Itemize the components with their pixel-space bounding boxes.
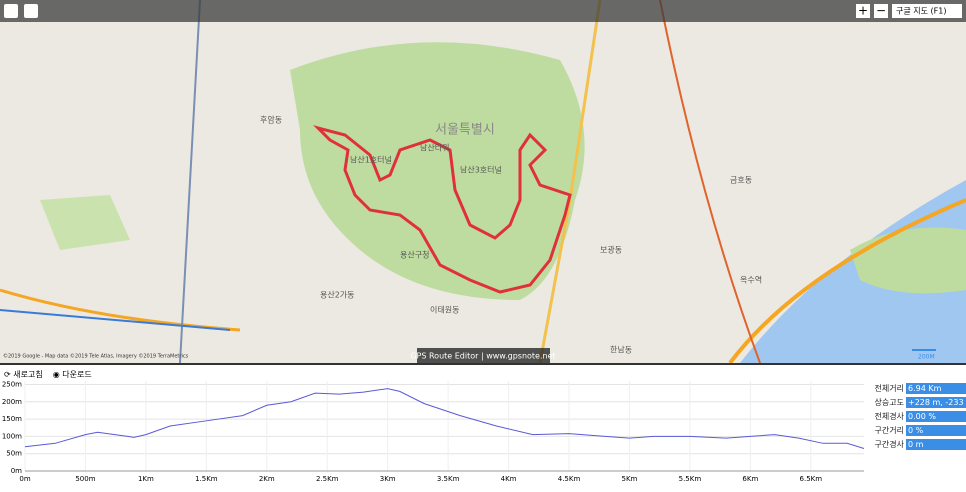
- zoom-in-label: +: [858, 4, 868, 18]
- stat-value: 0 %: [906, 425, 966, 436]
- route: [313, 125, 572, 294]
- rail: [179, 0, 201, 363]
- stat-row: 구간거리 0 %: [872, 424, 966, 437]
- stat-value: 0 m: [906, 439, 966, 450]
- stat-value: 0.00 %: [906, 411, 966, 422]
- y-tick-label: 100m: [2, 432, 22, 440]
- road: [728, 198, 966, 363]
- x-tick-label: 3Km: [380, 475, 396, 483]
- map-label: 금호동: [730, 176, 752, 185]
- stat-row: 전체거리 6.94 Km: [872, 382, 966, 395]
- elevation-chart: 0m 50m 100m 150m 200m 250m 0m 500m 1Km 1.5Km 2Km 2.…: [2, 381, 865, 483]
- stat-label: 구간거리: [874, 426, 904, 435]
- stat-label: 전체경사: [874, 412, 904, 421]
- zoom-out[interactable]: [874, 4, 888, 18]
- park: [40, 195, 130, 250]
- stat-row: 상승고도+228 m, -233 m: [872, 396, 966, 418]
- x-tick-label: 2Km: [259, 475, 275, 483]
- x-tick-label: 6Km: [742, 475, 758, 483]
- park: [290, 42, 585, 300]
- y-tick-label: 200m: [2, 398, 22, 406]
- x-tick-label: 3.5Km: [437, 475, 460, 483]
- icon[interactable]: [4, 4, 18, 18]
- map-label: 보광동: [600, 245, 622, 255]
- y-tick-label: 50m: [6, 450, 22, 458]
- rail: [659, 0, 761, 363]
- stat-value: 6.94 Km: [906, 383, 966, 394]
- scale-label: 200M: [918, 354, 935, 361]
- map-label: 한남동: [610, 346, 632, 355]
- x-tick-label: 5Km: [622, 475, 638, 483]
- stat-value: +228 m, -233 m: [906, 397, 966, 418]
- x-tick-label: 5.5Km: [679, 475, 702, 483]
- x-tick-label: 4Km: [501, 475, 517, 483]
- download-label: 다운로드: [62, 369, 92, 379]
- map-label: 서울특별시: [435, 123, 495, 138]
- x-tick-label: 500m: [75, 475, 95, 483]
- elevation-line: [24, 388, 865, 449]
- x-tick-label: 0m: [19, 475, 30, 483]
- zoom-in[interactable]: [856, 4, 870, 18]
- x-tick-label: 1.5Km: [195, 475, 218, 483]
- map-label: 옥수역: [740, 275, 762, 285]
- stat-row: 구간경사 0 m: [872, 438, 966, 451]
- map-label: 남산3호터널: [460, 165, 502, 175]
- x-tick-label: 2.5Km: [316, 475, 339, 483]
- copyright: ©2019 Google - Map data ©2019 Tele Atlas…: [3, 353, 189, 360]
- stat-row: 전체경사 0.00 %: [872, 410, 966, 423]
- x-tick-label: 1Km: [138, 475, 154, 483]
- refresh[interactable]: ⟳ 새로고침: [4, 369, 43, 379]
- refresh-label: 새로고침: [13, 369, 43, 379]
- actions: ⟳ 새로고침 ◉ 다운로드: [0, 363, 966, 383]
- map-label: 남산1호터널: [350, 155, 392, 165]
- top-bar: [0, 0, 966, 22]
- x-tick-label: 6.5Km: [800, 475, 823, 483]
- y-tick-label: 250m: [2, 381, 22, 388]
- map: + − 구글 지도 (F1) 서울특별시 남산타워 남산1호터널 남산3호터널 …: [0, 0, 966, 363]
- map-select-label: 구글 지도 (F1): [896, 7, 946, 16]
- y-tick-label: 0m: [11, 467, 22, 475]
- zoom-out-label: −: [876, 4, 886, 18]
- map-label: 이태원동: [430, 305, 459, 315]
- map-select[interactable]: [892, 4, 962, 18]
- footer-bg: [417, 348, 550, 363]
- stat-label: 상승고도: [874, 398, 904, 407]
- y-tick-label: 150m: [2, 415, 22, 423]
- footer: GPS Route Editor | www.gpsnote.net: [410, 352, 555, 361]
- download[interactable]: ◉ 다운로드: [52, 369, 92, 379]
- map-label: 용산구청: [400, 250, 429, 260]
- stat-label: 전체거리: [874, 384, 904, 393]
- rail: [0, 309, 231, 331]
- x-tick-label: 4.5Km: [558, 475, 581, 483]
- icon[interactable]: [24, 4, 38, 18]
- map-label: 남산타워: [420, 143, 449, 153]
- stat-label: 구간경사: [874, 440, 904, 449]
- map-label: 후암동: [260, 115, 282, 125]
- map-label: 용산2가동: [320, 290, 355, 300]
